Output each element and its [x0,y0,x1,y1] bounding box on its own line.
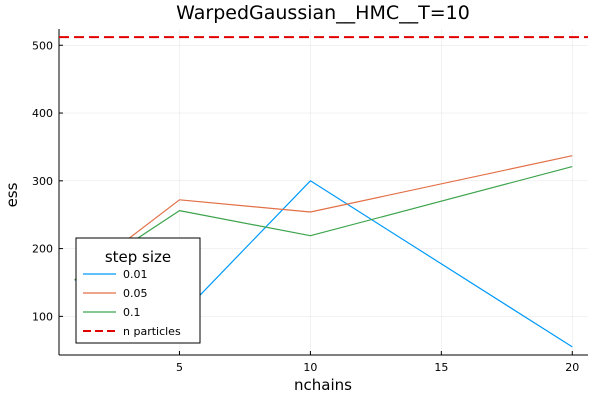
x-tick-label: 15 [434,361,448,374]
x-tick-label: 10 [303,361,317,374]
legend-label: 0.01 [123,268,148,281]
legend-box [75,237,201,344]
legend-label: 0.1 [123,306,141,319]
x-tick-label: 20 [565,361,579,374]
legend-label: 0.05 [123,287,148,300]
x-axis-label: nchains [294,376,352,394]
axes: 5 10 15 20 100 200 300 400 500 [32,29,588,374]
y-axis-label: ess [3,182,21,207]
y-tick-label: 200 [32,243,53,256]
x-tick-label: 5 [176,361,183,374]
legend-label: n particles [123,325,181,338]
y-tick-label: 400 [32,107,53,120]
y-tick-label: 100 [32,310,53,323]
legend-title: step size [105,248,171,266]
chart-title: WarpedGaussian__HMC__T=10 [176,2,470,24]
y-tick-label: 500 [32,39,53,52]
grid [59,29,588,355]
y-tick-label: 300 [32,175,53,188]
legend: step size 0.01 0.05 0.1 n particles [75,237,201,344]
